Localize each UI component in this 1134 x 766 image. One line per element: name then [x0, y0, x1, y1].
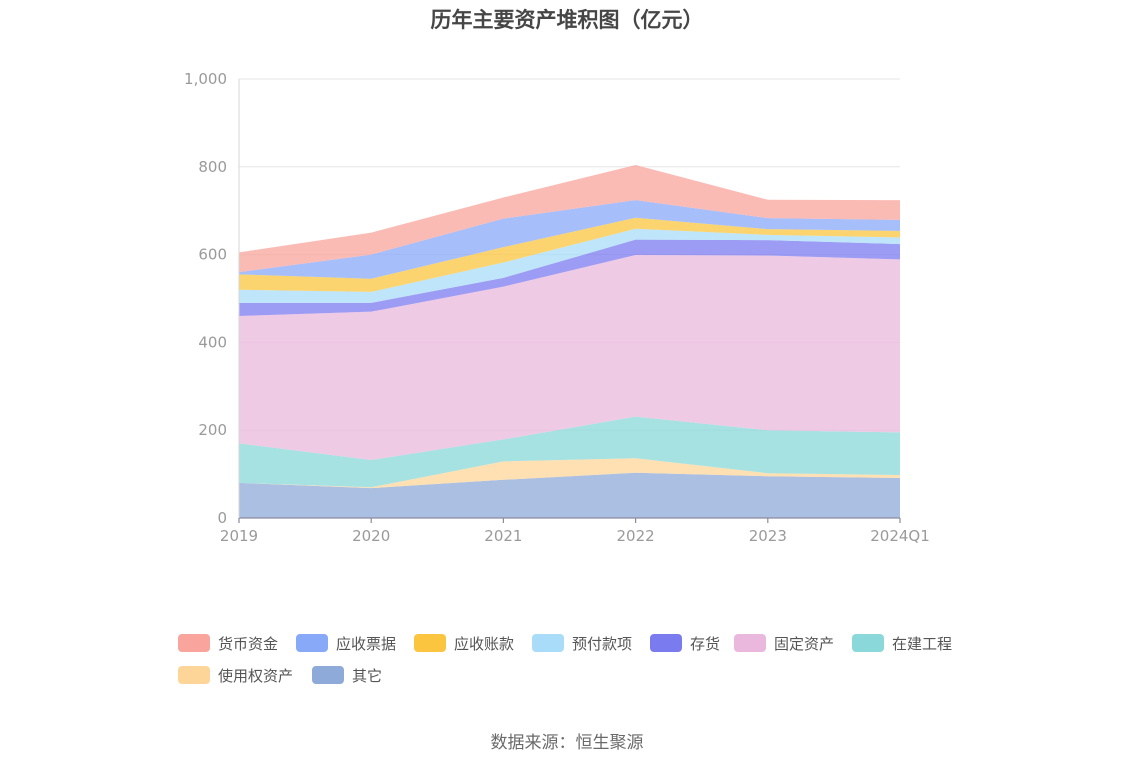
legend-label: 固定资产 [774, 634, 835, 653]
area-series [239, 165, 900, 518]
legend-label: 应收票据 [336, 634, 397, 653]
legend-swatch [178, 666, 210, 684]
legend-swatch [178, 634, 210, 652]
x-tick-label: 2024Q1 [870, 527, 930, 545]
area-series-应收票据 [239, 200, 900, 279]
y-tick-label: 800 [198, 158, 227, 176]
legend-item[interactable]: 固定资产 [734, 630, 834, 656]
x-tick-label: 2020 [352, 527, 390, 545]
data-source-note: 数据来源：恒生聚源 [490, 733, 644, 753]
y-tick-label: 400 [198, 333, 227, 351]
legend-label: 其它 [352, 666, 383, 685]
legend-item[interactable]: 使用权资产 [178, 662, 293, 688]
area-series-预付款项 [239, 228, 900, 303]
axes [238, 79, 900, 519]
y-axis-tick-labels: 0 200 400 600 800 1,000 [184, 70, 227, 527]
legend-swatch [296, 634, 328, 652]
legend-item[interactable]: 在建工程 [852, 630, 952, 656]
x-tick-label: 2021 [484, 527, 522, 545]
y-tick-label: 600 [198, 246, 227, 264]
legend-swatch [312, 666, 344, 684]
legend-item[interactable]: 存货 [650, 630, 720, 656]
area-series-应收账款 [239, 217, 900, 292]
y-tick-label: 200 [198, 421, 227, 439]
legend-label: 应收账款 [454, 634, 515, 653]
y-tick-label: 1,000 [184, 70, 227, 88]
legend-item[interactable]: 应收票据 [296, 630, 396, 656]
legend-label: 货币资金 [218, 634, 279, 653]
x-tick-label: 2022 [617, 527, 655, 545]
legend-swatch [852, 634, 884, 652]
legend-swatch [532, 634, 564, 652]
y-tick-label: 0 [217, 509, 227, 527]
legend-label: 在建工程 [892, 634, 953, 653]
x-tick-label: 2023 [749, 527, 787, 545]
legend-label: 使用权资产 [218, 666, 294, 685]
x-tick-label: 2019 [220, 527, 258, 545]
legend-item[interactable]: 其它 [312, 662, 382, 688]
legend-label: 存货 [690, 634, 721, 653]
area-series-存货 [239, 239, 900, 317]
legend-swatch [414, 634, 446, 652]
legend-label: 预付款项 [572, 634, 633, 653]
legend-item[interactable]: 应收账款 [414, 630, 514, 656]
area-series-使用权资产 [239, 458, 900, 489]
area-series-固定资产 [239, 255, 900, 461]
legend-item[interactable]: 预付款项 [532, 630, 632, 656]
legend-swatch [650, 634, 682, 652]
chart-title: 历年主要资产堆积图（亿元） [430, 8, 704, 32]
area-series-其它 [239, 472, 900, 518]
x-axis-tick-labels: 2019 2020 2021 2022 2023 2024Q1 [220, 518, 930, 545]
legend-item[interactable]: 货币资金 [178, 630, 278, 656]
area-series-在建工程 [239, 416, 900, 488]
legend-swatch [734, 634, 766, 652]
area-series-货币资金 [239, 165, 900, 273]
